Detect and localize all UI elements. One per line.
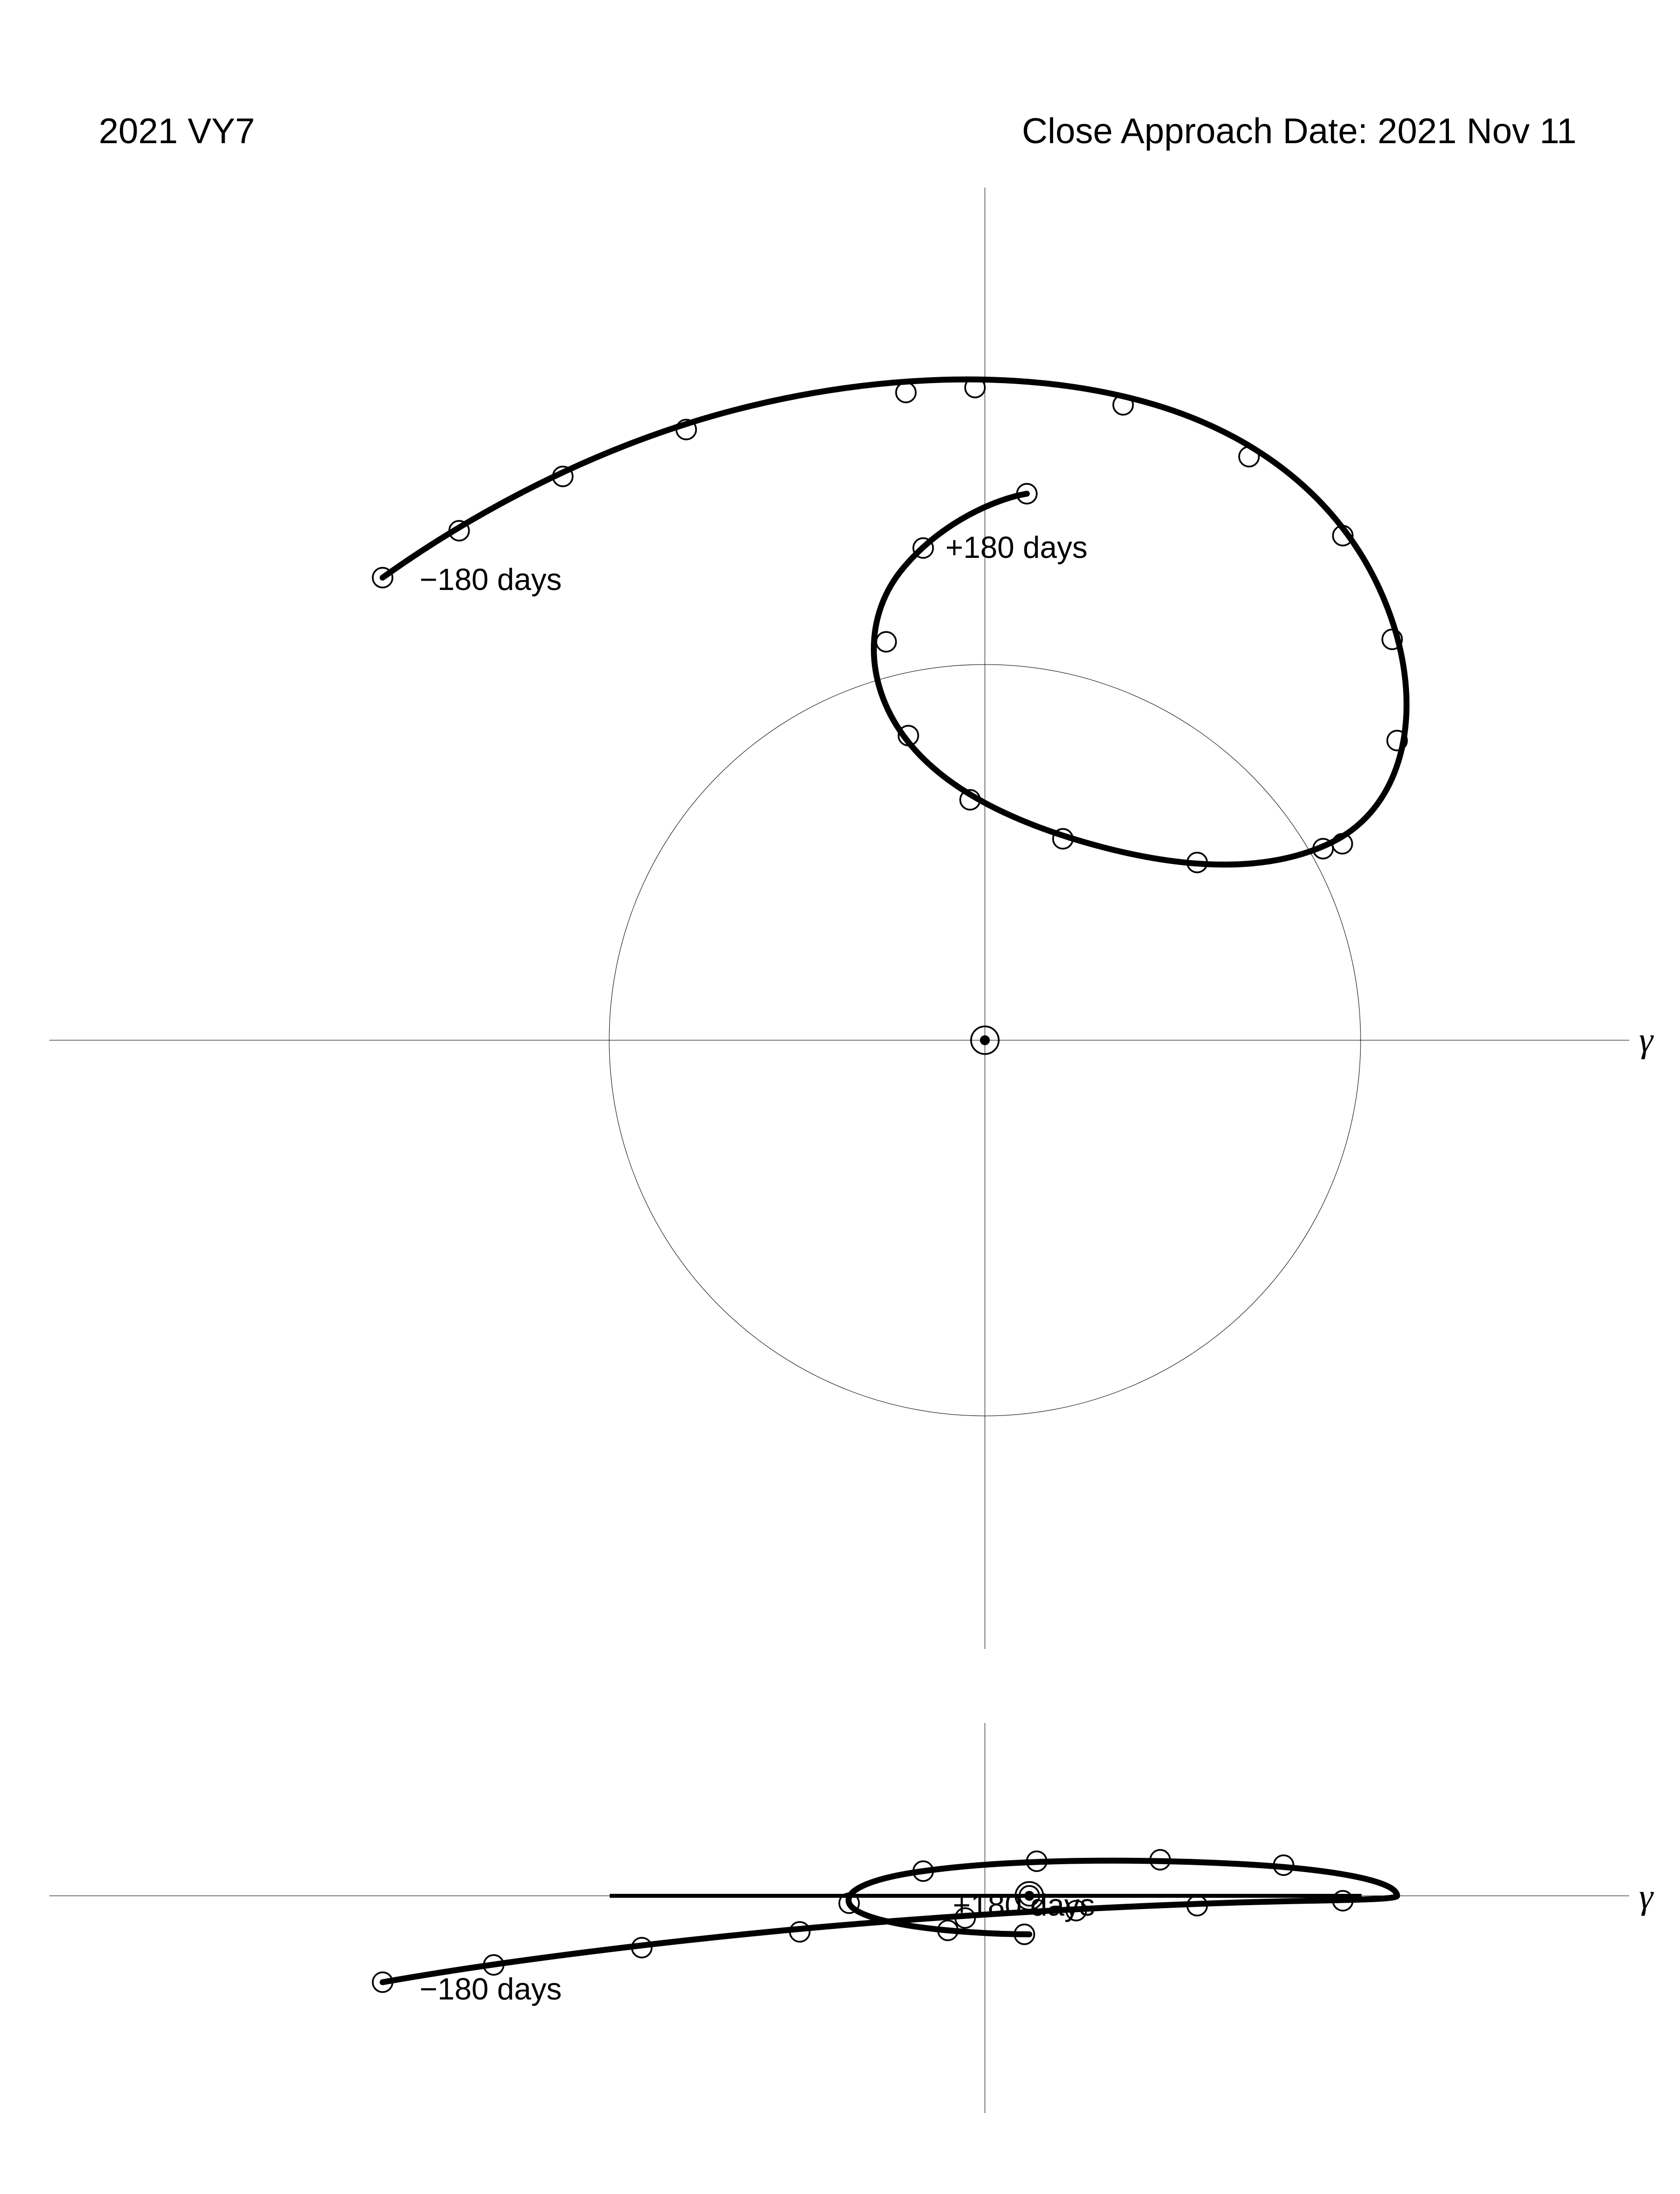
trajectory-endpoint-label: −180 days xyxy=(420,563,562,597)
trajectory-marker xyxy=(1239,447,1259,467)
gamma-label: γ xyxy=(1639,1877,1654,1916)
side-view-plot: γ −180 days +180 days xyxy=(49,1723,1654,2113)
sun-dot-icon xyxy=(980,1035,990,1045)
object-designation: 2021 VY7 xyxy=(99,112,255,151)
top-view-plot: γ −180 days +180 days xyxy=(49,188,1654,1649)
asteroid-trajectory xyxy=(383,1861,1397,1982)
trajectory-endpoint-label: −180 days xyxy=(420,1972,562,2006)
trajectory-marker xyxy=(896,383,916,402)
close-approach-date: Close Approach Date: 2021 Nov 11 xyxy=(1022,112,1576,151)
gamma-label: γ xyxy=(1639,1020,1654,1059)
asteroid-trajectory xyxy=(383,380,1407,865)
trajectory-endpoint-label: +180 days xyxy=(953,1888,1095,1922)
trajectory-endpoint-label: +180 days xyxy=(945,531,1088,565)
trajectory-marker xyxy=(876,632,896,652)
